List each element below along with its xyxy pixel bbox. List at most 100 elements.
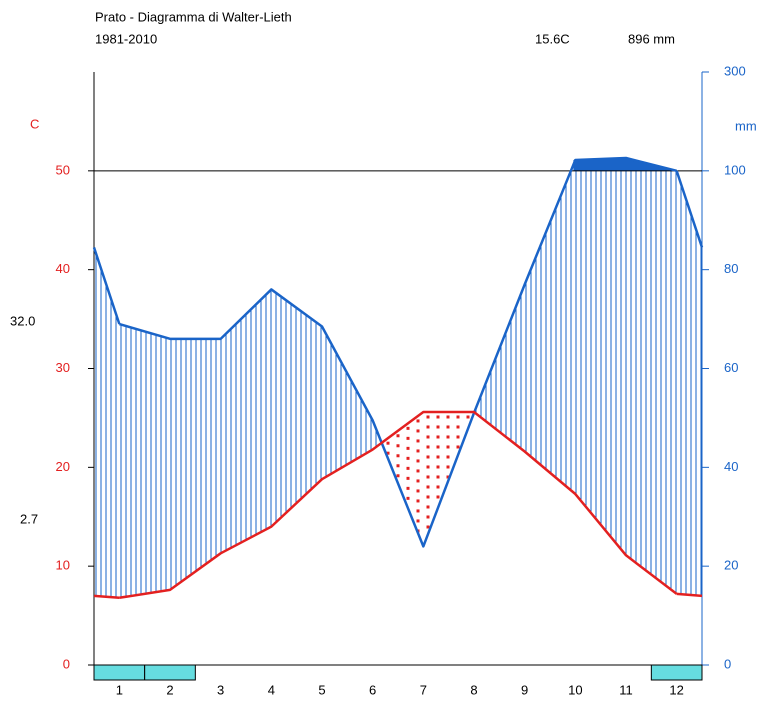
arid-dot bbox=[406, 426, 410, 430]
arid-dot bbox=[436, 435, 440, 439]
arid-dot bbox=[426, 515, 430, 519]
arid-dot bbox=[406, 476, 410, 480]
y2-tick-label: 20 bbox=[724, 558, 738, 573]
y-tick-label: 30 bbox=[56, 360, 70, 375]
y-tick-label: 50 bbox=[56, 162, 70, 177]
x-tick-label: 1 bbox=[116, 682, 123, 697]
arid-dot bbox=[416, 499, 420, 503]
frost-box bbox=[144, 664, 196, 681]
y2-tick-label: 80 bbox=[724, 261, 738, 276]
arid-dot bbox=[416, 489, 420, 493]
arid-dot bbox=[396, 434, 400, 438]
arid-dot bbox=[446, 425, 450, 429]
arid-dot bbox=[416, 439, 420, 443]
frost-box bbox=[650, 664, 703, 681]
arid-dot bbox=[416, 419, 420, 423]
line bbox=[119, 410, 678, 600]
y2-tick-label: 0 bbox=[724, 656, 731, 671]
chart-subtitle: 1981-2010 bbox=[95, 31, 157, 46]
arid-dot bbox=[416, 459, 420, 463]
arid-dot bbox=[456, 425, 460, 429]
x-tick-label: 5 bbox=[318, 682, 325, 697]
chart-title: Prato - Diagramma di Walter-Lieth bbox=[95, 9, 292, 24]
y2-tick-label: 60 bbox=[724, 360, 738, 375]
x-tick-label: 12 bbox=[669, 682, 683, 697]
arid-dot bbox=[416, 469, 420, 473]
y-tick-label: 20 bbox=[56, 459, 70, 474]
arid-dot bbox=[416, 509, 420, 513]
arid-dot bbox=[426, 445, 430, 449]
arid-dot bbox=[456, 415, 460, 419]
x-tick-label: 9 bbox=[521, 682, 528, 697]
arid-dot bbox=[416, 479, 420, 483]
arid-dot bbox=[426, 415, 430, 419]
x-tick-label: 7 bbox=[420, 682, 427, 697]
arid-dot bbox=[426, 475, 430, 479]
arid-dot bbox=[436, 415, 440, 419]
arid-dot bbox=[446, 445, 450, 449]
arid-dot bbox=[436, 455, 440, 459]
x-tick-label: 6 bbox=[369, 682, 376, 697]
arid-dot bbox=[426, 435, 430, 439]
arid-dot bbox=[406, 496, 410, 500]
arid-dot bbox=[426, 425, 430, 429]
arid-dot bbox=[436, 445, 440, 449]
y-tick-label: 0 bbox=[63, 656, 70, 671]
line-edge bbox=[92, 170, 704, 325]
arid-dot bbox=[426, 485, 430, 489]
x-tick-label: 2 bbox=[166, 682, 173, 697]
arid-dot bbox=[406, 446, 410, 450]
arid-dot bbox=[396, 444, 400, 448]
frost-box bbox=[93, 664, 146, 681]
mean-temperature: 15.6C bbox=[535, 31, 570, 46]
y-tick-label: 40 bbox=[56, 261, 70, 276]
arid-dot bbox=[436, 465, 440, 469]
arid-dot bbox=[436, 425, 440, 429]
x-tick-label: 8 bbox=[470, 682, 477, 697]
arid-dot bbox=[446, 415, 450, 419]
arid-dot bbox=[456, 435, 460, 439]
arid-dot bbox=[426, 495, 430, 499]
arid-dot bbox=[386, 441, 390, 445]
x-tick-label: 3 bbox=[217, 682, 224, 697]
line-edge bbox=[93, 592, 703, 600]
arid-dot bbox=[446, 465, 450, 469]
arid-dot bbox=[416, 429, 420, 433]
arid-dot bbox=[416, 519, 420, 523]
x-tick-label: 10 bbox=[568, 682, 582, 697]
arid-dot bbox=[426, 455, 430, 459]
line bbox=[118, 156, 677, 548]
arid-dot bbox=[396, 474, 400, 478]
arid-dot bbox=[426, 465, 430, 469]
y-tick-label: 10 bbox=[56, 558, 70, 573]
annotation: 2.7 bbox=[20, 511, 38, 526]
y-axis-label: C bbox=[30, 116, 39, 131]
arid-dot bbox=[446, 475, 450, 479]
arid-dot bbox=[386, 451, 390, 455]
arid-dot bbox=[426, 525, 430, 529]
arid-dot bbox=[406, 466, 410, 470]
arid-dot bbox=[436, 495, 440, 499]
arid-dot bbox=[456, 445, 460, 449]
arid-dot bbox=[446, 455, 450, 459]
arid-dot bbox=[396, 464, 400, 468]
y2-axis-label: mm bbox=[735, 118, 757, 133]
x-tick-label: 4 bbox=[268, 682, 275, 697]
arid-dot bbox=[436, 475, 440, 479]
arid-dot bbox=[406, 486, 410, 490]
y2-tick-label: 100 bbox=[724, 162, 746, 177]
total-precipitation: 896 mm bbox=[628, 31, 675, 46]
arid-dot bbox=[436, 485, 440, 489]
arid-dot bbox=[466, 415, 470, 419]
arid-dot bbox=[416, 449, 420, 453]
arid-dot bbox=[426, 505, 430, 509]
y2-tick-label: 40 bbox=[724, 459, 738, 474]
arid-dot bbox=[396, 454, 400, 458]
annotation: 32.0 bbox=[10, 313, 35, 328]
x-tick-label: 11 bbox=[619, 682, 633, 697]
arid-dot bbox=[406, 436, 410, 440]
arid-dot bbox=[446, 435, 450, 439]
arid-dot bbox=[406, 456, 410, 460]
